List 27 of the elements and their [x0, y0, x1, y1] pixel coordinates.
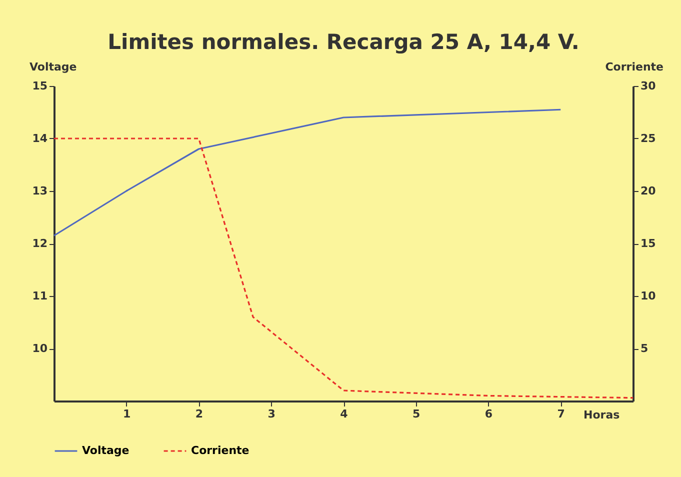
x-tick-label: 2 — [195, 408, 204, 420]
y-tick-label: 13 — [32, 184, 48, 198]
y2-tick-label: 20 — [640, 184, 656, 198]
x-tick-label: 5 — [412, 408, 420, 420]
x-tick-label: 7 — [557, 408, 565, 420]
x-tick-label: 4 — [340, 408, 348, 420]
y2-axis-title: Corriente — [605, 60, 664, 74]
y-tick-label: 14 — [32, 132, 48, 145]
legend-label: Corriente — [191, 444, 250, 457]
y2-tick-label: 25 — [640, 132, 656, 145]
y2-tick-label: 5 — [640, 342, 648, 355]
line-series — [53, 138, 634, 399]
y2-tick-label: 10 — [640, 290, 656, 302]
y-axis-title: Voltage — [30, 60, 77, 74]
line-series — [53, 108, 562, 236]
y2-tick-label: 30 — [640, 80, 656, 92]
x-axis-title: Horas — [584, 408, 620, 422]
y-tick-label: 10 — [32, 342, 48, 355]
chart-title: Limites normales. Recarga 25 A, 14,4 V. — [108, 30, 580, 54]
x-tick-label: 3 — [268, 408, 276, 420]
y-tick-label: 15 — [32, 80, 48, 92]
y-tick-label: 12 — [32, 237, 48, 250]
y-tick-label: 11 — [32, 290, 48, 302]
legend-label: Voltage — [82, 444, 130, 457]
x-tick-label: 6 — [484, 408, 493, 420]
x-tick-label: 1 — [123, 408, 131, 420]
y2-tick-label: 15 — [640, 237, 656, 250]
